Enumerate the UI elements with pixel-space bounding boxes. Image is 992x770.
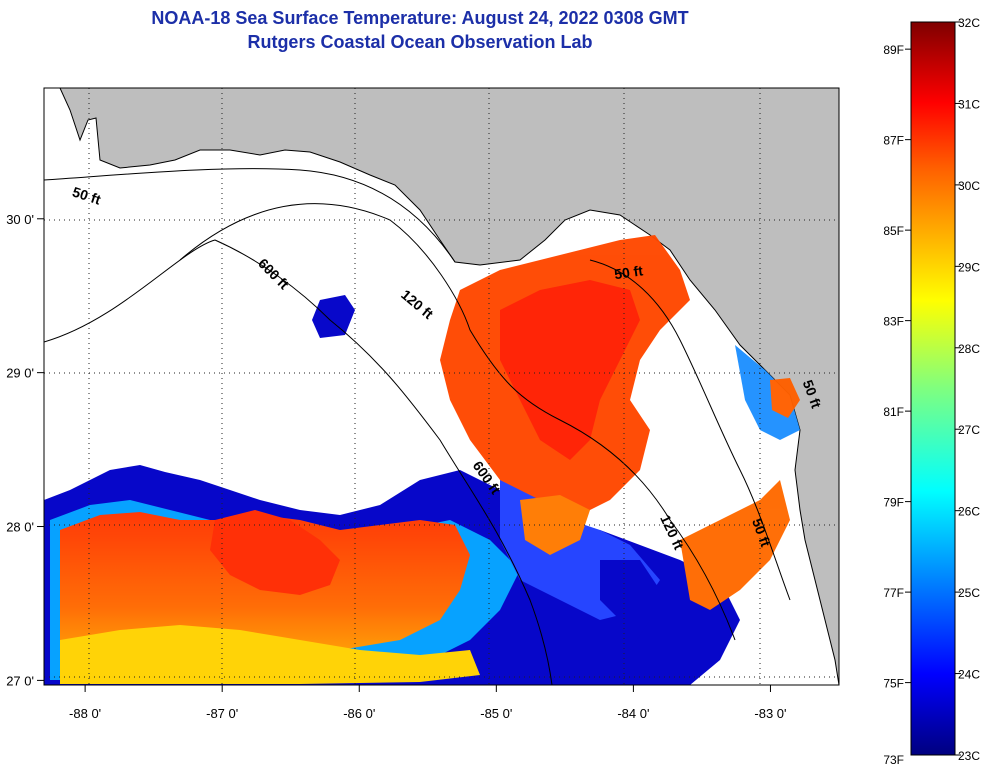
colorbar-f-label: 87F <box>883 134 904 148</box>
map-subtitle: Rutgers Coastal Ocean Observation Lab <box>247 32 593 52</box>
lat-tick-label: 28 0' <box>6 520 34 535</box>
colorbar-f-label: 83F <box>883 315 904 329</box>
colorbar-c-label: 29C <box>958 260 980 274</box>
coastline <box>59 88 839 685</box>
colorbar-f-label: 75F <box>883 677 904 691</box>
lat-tick-label: 29 0' <box>6 366 34 381</box>
colorbar-c-label: 31C <box>958 97 980 111</box>
colorbar-c-label: 23C <box>958 749 980 763</box>
colorbar-f-label: 73F <box>883 753 904 767</box>
colorbar-c-label: 25C <box>958 586 980 600</box>
lon-tick-label: -85 0' <box>480 706 512 721</box>
lat-tick-label: 30 0' <box>6 212 34 227</box>
map-border <box>43 87 840 686</box>
colorbar-c-label: 30C <box>958 179 980 193</box>
lon-tick-label: -83 0' <box>754 706 786 721</box>
colorbar-f-label: 79F <box>883 496 904 510</box>
map-title: NOAA-18 Sea Surface Temperature: August … <box>151 8 689 28</box>
colorbar-f-label: 85F <box>883 224 904 238</box>
colorbar-celsius-labels: 32C 31C 30C 29C 28C 27C 26C 25C 24C 23C <box>955 16 980 763</box>
lon-tick-label: -88 0' <box>69 706 101 721</box>
colorbar-f-label: 77F <box>883 586 904 600</box>
lon-tick-label: -84 0' <box>617 706 649 721</box>
contour-label: 50 ft <box>613 262 644 282</box>
colorbar-f-label: 81F <box>883 405 904 419</box>
sst-field <box>44 235 800 685</box>
colorbar <box>910 21 956 756</box>
lon-tick-label: -86 0' <box>343 706 375 721</box>
colorbar-fahrenheit-labels: 89F 87F 85F 83F 81F 79F 77F 75F 73F <box>883 43 911 767</box>
isobaths <box>44 168 791 685</box>
colorbar-f-label: 89F <box>883 43 904 57</box>
colorbar-c-label: 28C <box>958 342 980 356</box>
lat-tick-label: 27 0' <box>6 673 34 688</box>
colorbar-c-label: 27C <box>958 423 980 437</box>
colorbar-c-label: 24C <box>958 668 980 682</box>
lat-tick-labels: 30 0' 29 0' 28 0' 27 0' <box>6 212 44 688</box>
colorbar-c-label: 26C <box>958 505 980 519</box>
lon-tick-labels: -88 0' -87 0' -86 0' -85 0' -84 0' -83 0' <box>69 685 787 721</box>
colorbar-c-label: 32C <box>958 16 980 30</box>
lon-tick-label: -87 0' <box>206 706 238 721</box>
